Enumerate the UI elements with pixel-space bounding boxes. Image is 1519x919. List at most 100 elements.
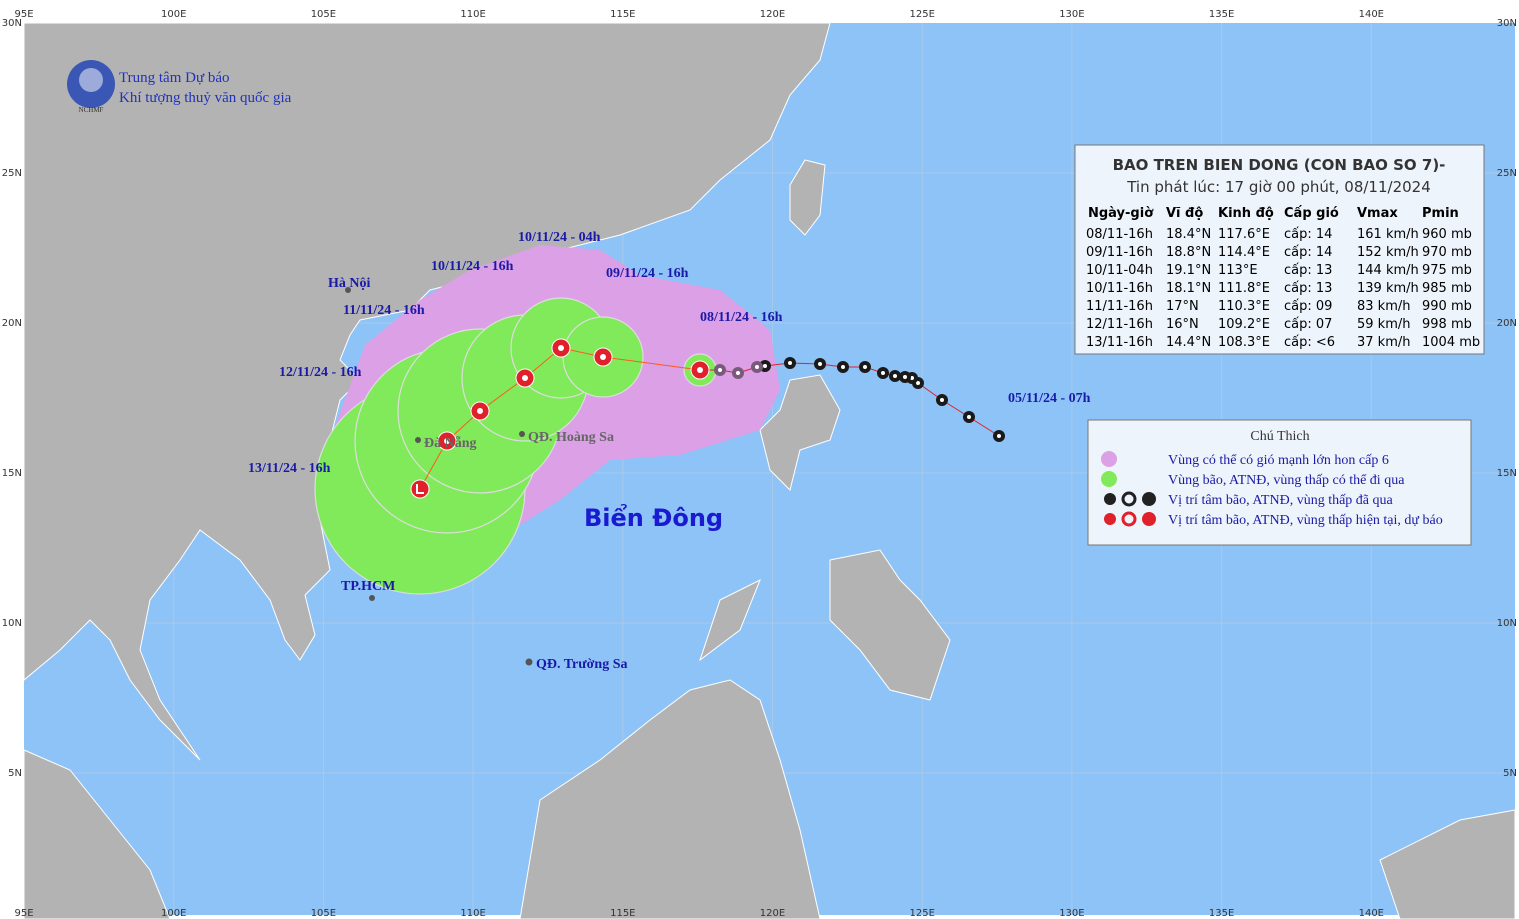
past-center-eye <box>967 415 971 419</box>
place: QĐ. Hoàng Sa <box>528 430 614 445</box>
table-cell: cấp: 09 <box>1284 299 1332 314</box>
past-center-eye <box>916 381 920 385</box>
table-cell: 144 km/h <box>1357 263 1419 278</box>
lon-label: 135E <box>1209 908 1234 919</box>
table-subtitle: Tin phát lúc: 17 giờ 00 phút, 08/11/2024 <box>1126 178 1431 196</box>
table-header: Kinh độ <box>1218 206 1274 221</box>
track <box>410 338 1005 499</box>
lat-label: 25N <box>2 168 22 179</box>
table-cell: 998 mb <box>1422 317 1472 332</box>
past-center-eye <box>788 361 792 365</box>
track-label: 12/11/24 - 16h <box>279 365 362 380</box>
table-cell: 10/11-04h <box>1086 263 1153 278</box>
lon-label: 125E <box>909 9 934 20</box>
past-center-eye <box>818 362 822 366</box>
table-cell: 13/11-16h <box>1086 335 1153 350</box>
table-cell: 970 mb <box>1422 245 1472 260</box>
forecast-center-eye <box>477 408 483 414</box>
past-center-eye <box>903 375 907 379</box>
table-header: Pmin <box>1422 206 1459 221</box>
table-cell: 111.8°E <box>1218 281 1270 296</box>
table-cell: 152 km/h <box>1357 245 1419 260</box>
table-cell: 59 km/h <box>1357 317 1411 332</box>
table-cell: 08/11-16h <box>1086 227 1153 242</box>
table-cell: 18.8°N <box>1166 245 1211 260</box>
table-body: Ngày-giờ Vĩ độ Kinh độ Cấp gió Vmax Pmin 08/11… <box>1086 206 1480 350</box>
logo: NCHMF Trung tâm Dự báo Khí tượng thuỷ vă… <box>67 60 292 114</box>
lon-label: 130E <box>1059 908 1084 919</box>
lon-label: 95E <box>14 9 33 20</box>
philippines <box>699 374 951 701</box>
table-header: Vmax <box>1357 206 1398 221</box>
low-symbol <box>416 484 424 494</box>
org-name: Khí tượng thuỷ văn quốc gia <box>119 90 292 106</box>
track-label: 10/11/24 - 16h <box>431 259 514 274</box>
lon-label: 115E <box>610 908 635 919</box>
place: TP.HCM <box>341 579 395 594</box>
track-label: 09/11/24 - 16h <box>606 266 689 281</box>
table-cell: 139 km/h <box>1357 281 1419 296</box>
table-cell: 114.4°E <box>1218 245 1270 260</box>
table-cell: 18.1°N <box>1166 281 1211 296</box>
logo-text: NCHMF <box>79 106 104 114</box>
past-center-eye <box>881 371 885 375</box>
past-center-eye <box>841 365 845 369</box>
lon-label: 110E <box>460 9 485 20</box>
table-cell: 10/11-16h <box>1086 281 1153 296</box>
lon-label: 120E <box>760 9 785 20</box>
table-cell: 960 mb <box>1422 227 1472 242</box>
legend-title: Chú Thich <box>1250 429 1309 444</box>
lon-label: 100E <box>161 908 186 919</box>
table-cell: 09/11-16h <box>1086 245 1153 260</box>
new-guinea <box>1379 809 1516 919</box>
table-header: Vĩ độ <box>1166 206 1203 221</box>
asia-mainland <box>23 22 831 761</box>
table-cell: cấp: <6 <box>1284 335 1335 350</box>
table-cell: 12/11-16h <box>1086 317 1153 332</box>
past-center-eye <box>763 364 767 368</box>
table-cell: cấp: 13 <box>1284 281 1332 296</box>
axes: 95E 95E 100E 100E 105E 105E 110E 110E 115E 115E 12… <box>2 9 1517 919</box>
past-center-eye <box>863 365 867 369</box>
legend: Chú Thich Vùng có thể có gió mạnh lớn ho… <box>1087 419 1472 546</box>
table-cell: cấp: 07 <box>1284 317 1332 332</box>
table-cell: 16°N <box>1166 317 1199 332</box>
lon-label: 100E <box>161 9 186 20</box>
lon-label: 105E <box>311 9 336 20</box>
past-center-eye <box>755 365 759 369</box>
table-header: Ngày-giờ <box>1088 206 1154 221</box>
lon-label: 115E <box>610 9 635 20</box>
lon-label: 105E <box>311 908 336 919</box>
forecast-center-eye <box>558 345 564 351</box>
forecast-center-eye <box>697 367 703 373</box>
place: Hà Nội <box>328 276 371 291</box>
lat-label: 20N <box>1497 318 1517 329</box>
table-title: BAO TREN BIEN DONG (CON BAO SO 7)- <box>1113 156 1446 174</box>
table-cell: cấp: 13 <box>1284 263 1332 278</box>
table-cell: 14.4°N <box>1166 335 1211 350</box>
sumatra <box>23 749 171 919</box>
table-cell: 110.3°E <box>1218 299 1270 314</box>
lat-label: 10N <box>2 618 22 629</box>
legend-item: Vị trí tâm bão, ATNĐ, vùng thấp đã qua <box>1168 493 1394 508</box>
past-center-eye <box>718 368 722 372</box>
place-labels: Hà Nội Đà Nẵng QĐ. Hoàng Sa TP.HCM QĐ. T… <box>328 276 723 672</box>
table-cell: 109.2°E <box>1218 317 1270 332</box>
legend-item: Vị trí tâm bão, ATNĐ, vùng thấp hiện tại… <box>1168 513 1443 528</box>
table-cell: 161 km/h <box>1357 227 1419 242</box>
lat-label: 30N <box>2 18 22 29</box>
forecast-center-eye <box>600 354 606 360</box>
place: QĐ. Trường Sa <box>536 657 628 672</box>
lat-label: 30N <box>1497 18 1517 29</box>
track-label: 13/11/24 - 16h <box>248 461 331 476</box>
table-box <box>1074 144 1485 355</box>
table-cell: 985 mb <box>1422 281 1472 296</box>
table-cell: 990 mb <box>1422 299 1472 314</box>
lat-label: 5N <box>1503 768 1517 779</box>
past-center-eye <box>997 434 1001 438</box>
track-label: 08/11/24 - 16h <box>700 310 783 325</box>
past-center-eye <box>893 374 897 378</box>
lat-label: 15N <box>2 468 22 479</box>
